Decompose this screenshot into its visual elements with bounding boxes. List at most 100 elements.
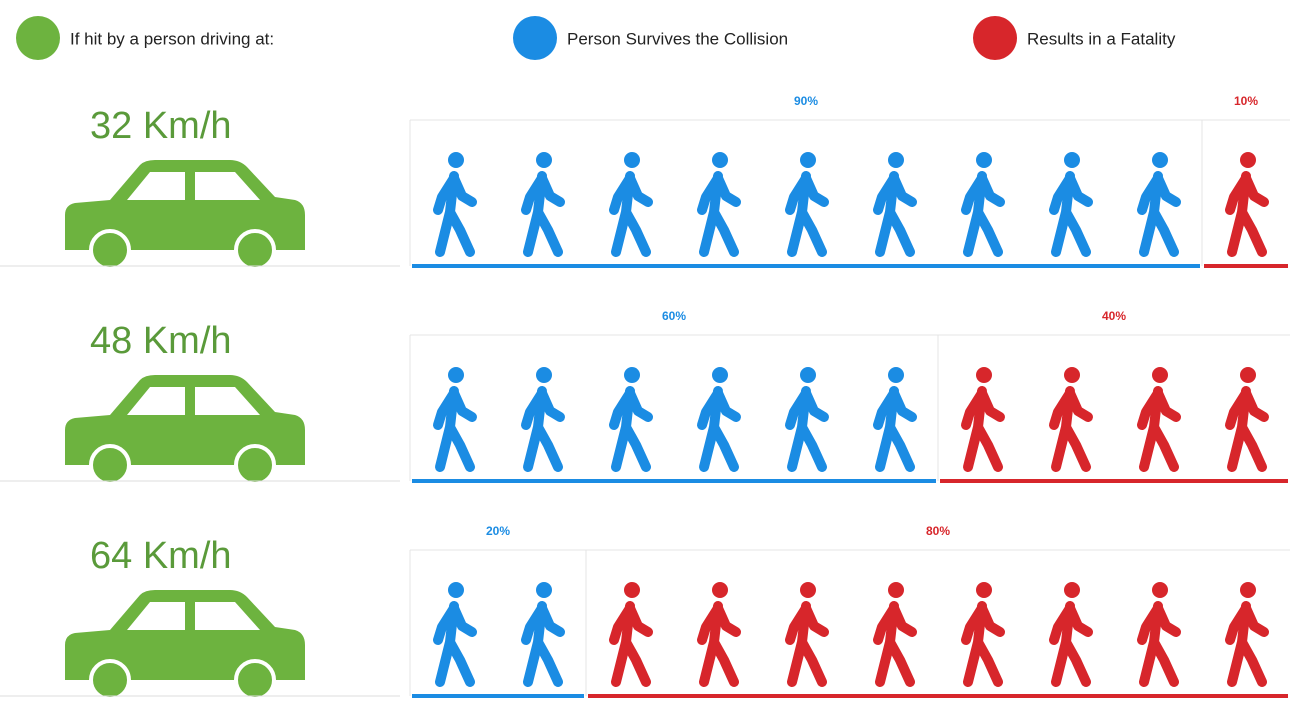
pedestrian-icon xyxy=(433,152,477,257)
head xyxy=(448,367,464,383)
segment-underline xyxy=(1204,264,1288,268)
car-wheel xyxy=(89,659,131,701)
body xyxy=(433,601,477,687)
head xyxy=(800,582,816,598)
head xyxy=(624,367,640,383)
pedestrian-icon xyxy=(521,152,565,257)
body xyxy=(1049,386,1093,472)
segment-underline xyxy=(412,479,936,483)
head xyxy=(624,152,640,168)
body xyxy=(609,601,653,687)
car-wheel xyxy=(89,229,131,271)
head xyxy=(976,582,992,598)
head xyxy=(1064,367,1080,383)
percent-label: 20% xyxy=(486,524,510,538)
pedestrian-icon xyxy=(1137,582,1181,687)
car-wheel xyxy=(234,444,276,486)
pedestrian-icon xyxy=(1225,152,1269,257)
head xyxy=(976,367,992,383)
car-wheel xyxy=(89,444,131,486)
pedestrian-icon xyxy=(609,367,653,472)
body xyxy=(873,386,917,472)
head xyxy=(1152,367,1168,383)
car-wheel xyxy=(234,659,276,701)
body xyxy=(785,386,829,472)
pedestrian-icon xyxy=(1137,152,1181,257)
pedestrian-icon xyxy=(697,367,741,472)
car xyxy=(65,590,305,701)
car-wheel xyxy=(234,229,276,271)
head xyxy=(624,582,640,598)
head xyxy=(1240,152,1256,168)
head xyxy=(888,367,904,383)
percent-label: 10% xyxy=(1234,94,1258,108)
pedestrian-icon xyxy=(785,367,829,472)
pedestrian-icon xyxy=(697,582,741,687)
segment-underline xyxy=(940,479,1288,483)
pedestrian-icon xyxy=(1225,582,1269,687)
head xyxy=(536,582,552,598)
body xyxy=(609,386,653,472)
pedestrian-icon xyxy=(785,582,829,687)
percent-label: 80% xyxy=(926,524,950,538)
body xyxy=(1225,171,1269,257)
head xyxy=(1064,152,1080,168)
head xyxy=(1240,582,1256,598)
segment-underline xyxy=(412,264,1200,268)
head xyxy=(536,152,552,168)
head xyxy=(448,582,464,598)
body xyxy=(873,601,917,687)
car-window xyxy=(127,602,260,630)
pedestrian-icon xyxy=(521,367,565,472)
legend-label: Results in a Fatality xyxy=(1027,29,1176,48)
head xyxy=(536,367,552,383)
body xyxy=(433,386,477,472)
speed-label: 48 Km/h xyxy=(90,320,232,362)
head xyxy=(712,582,728,598)
head xyxy=(448,152,464,168)
pedestrian-icon xyxy=(873,582,917,687)
car xyxy=(65,160,305,271)
body xyxy=(521,171,565,257)
pedestrian-icon xyxy=(785,152,829,257)
pedestrian-icon xyxy=(873,152,917,257)
head xyxy=(1240,367,1256,383)
legend-label: Person Survives the Collision xyxy=(567,29,788,48)
body xyxy=(961,171,1005,257)
head xyxy=(1064,582,1080,598)
head xyxy=(1152,582,1168,598)
body xyxy=(961,386,1005,472)
body xyxy=(785,171,829,257)
car-window xyxy=(127,387,260,415)
body xyxy=(1049,171,1093,257)
speed-label: 64 Km/h xyxy=(90,535,232,577)
body xyxy=(1225,386,1269,472)
legend-swatch xyxy=(513,16,557,60)
body xyxy=(1137,601,1181,687)
body xyxy=(433,171,477,257)
pedestrian-icon xyxy=(873,367,917,472)
head xyxy=(800,367,816,383)
segment-underline xyxy=(412,694,584,698)
head xyxy=(888,582,904,598)
pedestrian-icon xyxy=(961,582,1005,687)
body xyxy=(697,386,741,472)
pedestrian-icon xyxy=(609,152,653,257)
segment-underline xyxy=(588,694,1288,698)
body xyxy=(1225,601,1269,687)
head xyxy=(712,367,728,383)
body xyxy=(785,601,829,687)
pedestrian-icon xyxy=(433,367,477,472)
body xyxy=(961,601,1005,687)
percent-label: 40% xyxy=(1102,309,1126,323)
car-body xyxy=(65,160,305,250)
percent-label: 90% xyxy=(794,94,818,108)
legend-swatch xyxy=(16,16,60,60)
percent-label: 60% xyxy=(662,309,686,323)
body xyxy=(873,171,917,257)
speed-label: 32 Km/h xyxy=(90,105,232,147)
pedestrian-icon xyxy=(1137,367,1181,472)
car-window xyxy=(127,172,260,200)
pedestrian-icon xyxy=(1225,367,1269,472)
